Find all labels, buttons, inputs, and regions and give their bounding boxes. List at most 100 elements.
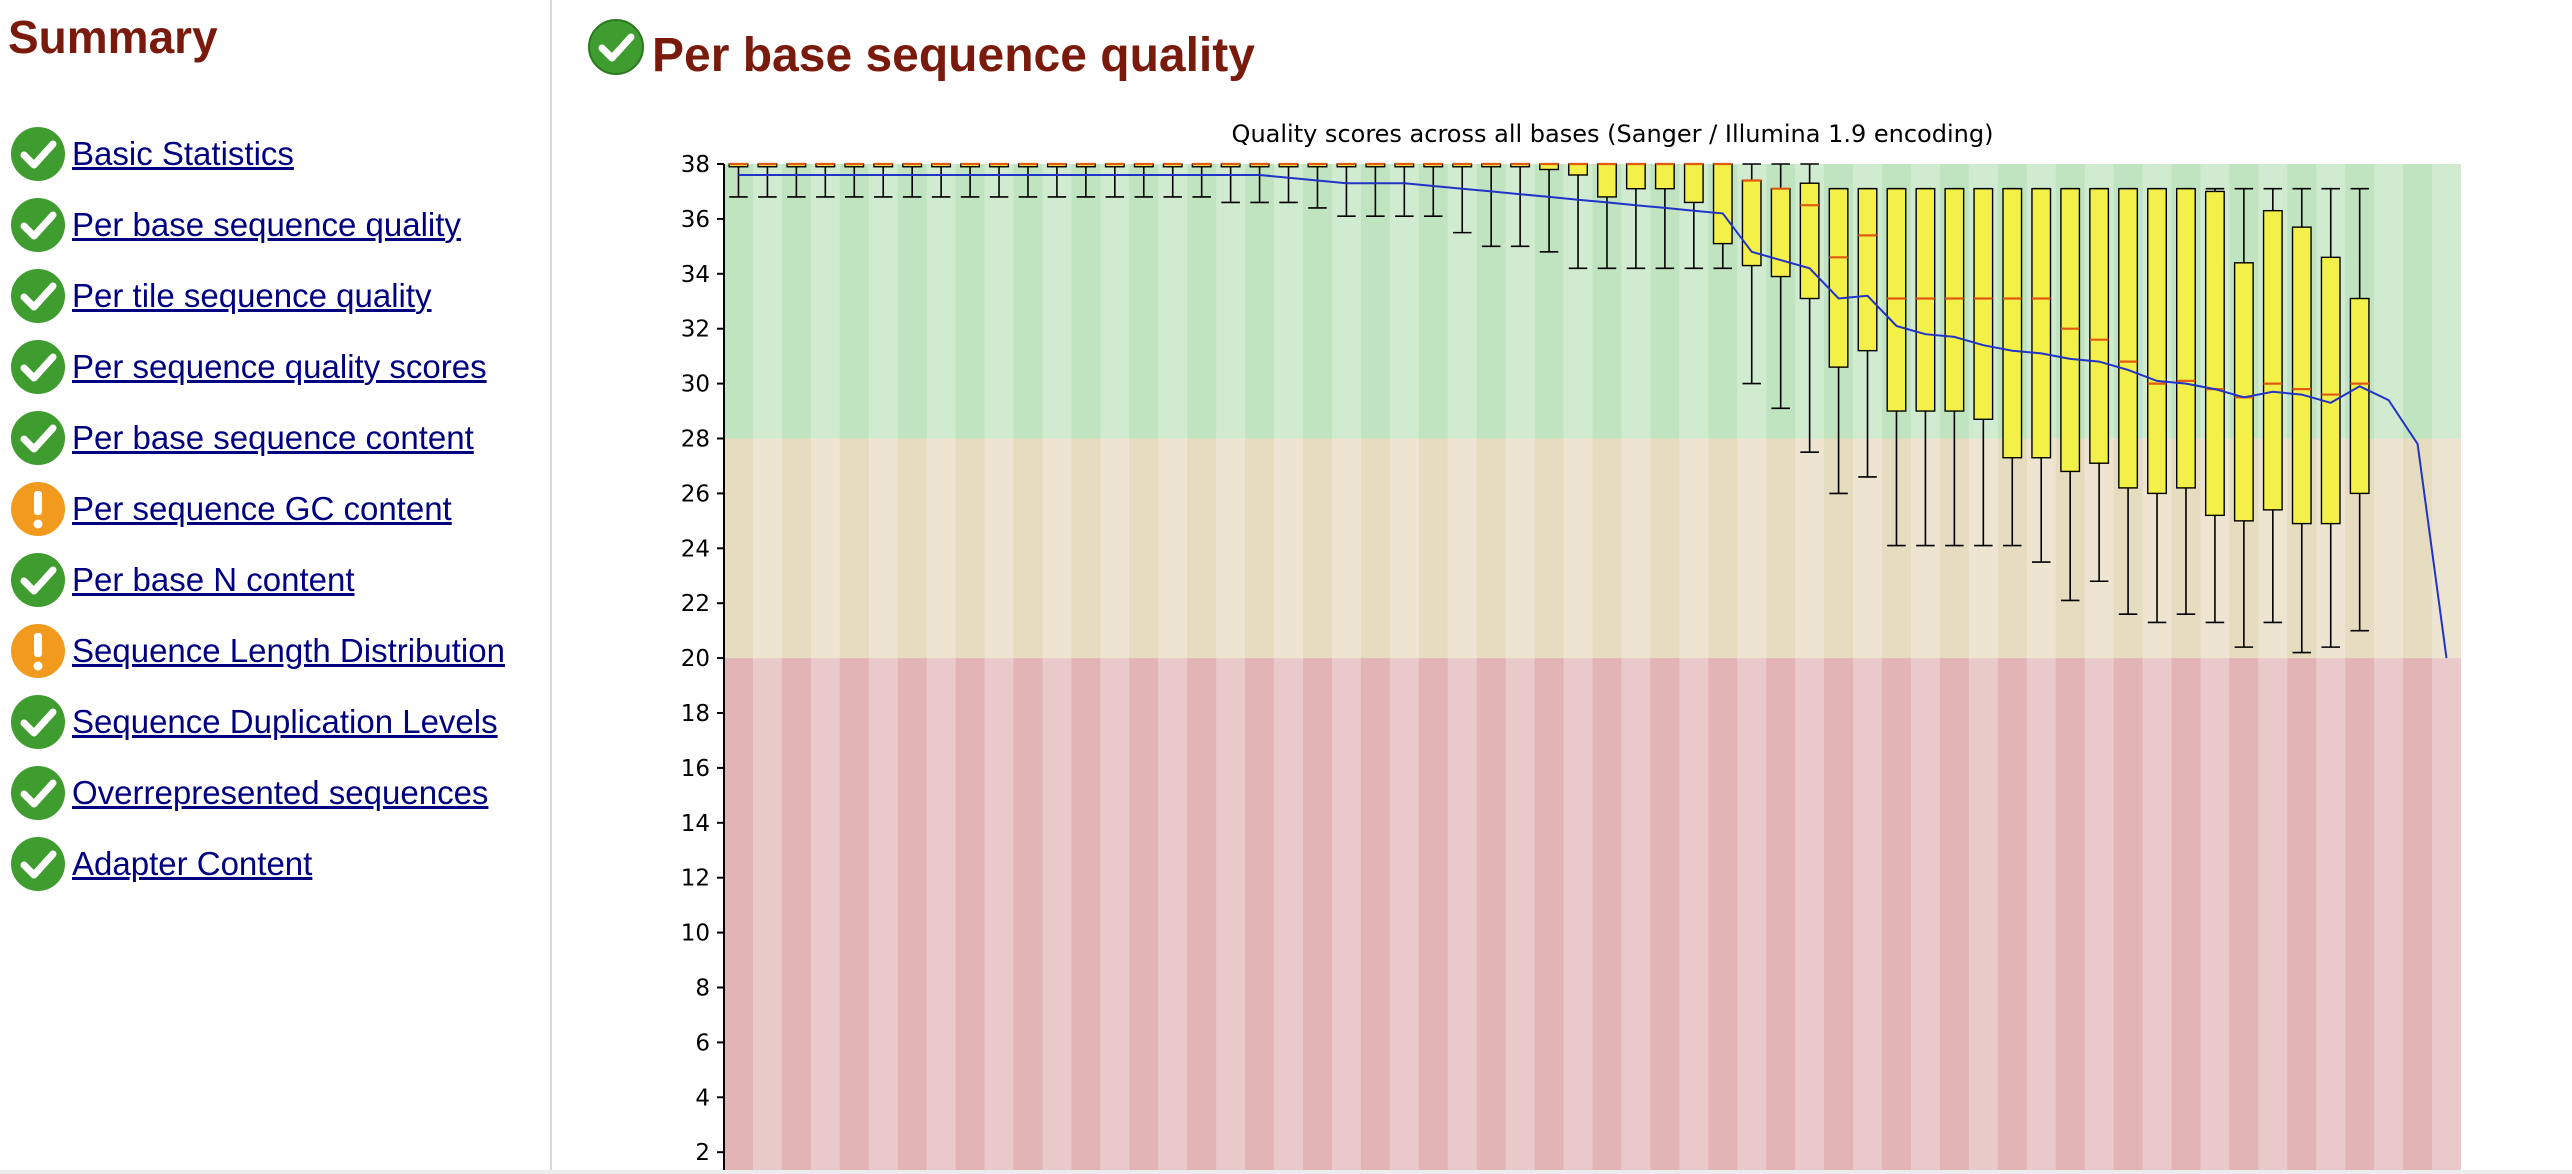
- iqr-box: [1799, 182, 1820, 300]
- y-tick-label: 26: [681, 481, 710, 507]
- iqr-box: [2291, 226, 2312, 525]
- sidebar-item: Per base sequence content: [8, 402, 505, 473]
- check-circle-icon: [11, 197, 65, 252]
- y-tick-label: 6: [695, 1030, 710, 1056]
- check-circle-icon: [11, 339, 65, 394]
- y-tick-label: 24: [681, 536, 710, 562]
- iqr-box: [2176, 188, 2196, 489]
- column-stripe: [1505, 164, 1535, 1174]
- y-tick-label: 28: [681, 427, 710, 453]
- main-content: Per base sequence quality 38 36 34 32 30 28 26…: [552, 0, 2572, 1174]
- iqr-box: [1886, 188, 1907, 412]
- check-circle-icon: [11, 268, 65, 323]
- sidebar-item: Per sequence GC content: [8, 473, 505, 544]
- column-stripe: [1274, 164, 1303, 1174]
- check-circle-icon: [11, 694, 65, 749]
- check-circle-icon: [11, 410, 65, 465]
- y-tick-label: 12: [681, 866, 710, 892]
- y-tick-label: 14: [681, 811, 710, 837]
- y-tick-label: 18: [681, 701, 710, 727]
- sidebar-link[interactable]: Overrepresented sequences: [72, 773, 489, 811]
- warning-icon: [11, 623, 65, 678]
- iqr-box: [2233, 262, 2254, 522]
- sidebar-link[interactable]: Per tile sequence quality: [72, 276, 432, 314]
- sidebar-item: Sequence Duplication Levels: [8, 686, 505, 757]
- iqr-box: [2031, 188, 2052, 459]
- y-tick-label: 8: [695, 976, 710, 1002]
- y-tick-label: 16: [681, 756, 710, 782]
- zone-poor: [724, 658, 2461, 1174]
- warning-icon: [11, 481, 65, 536]
- iqr-box: [1973, 188, 1994, 420]
- column-stripe: [868, 164, 898, 1174]
- sidebar-link[interactable]: Adapter Content: [72, 844, 313, 882]
- iqr-box: [2349, 297, 2370, 495]
- sidebar-item: Basic Statistics: [8, 118, 505, 189]
- iqr-box: [2060, 188, 2081, 473]
- y-tick-label: 34: [681, 262, 710, 288]
- sidebar-link[interactable]: Basic Statistics: [72, 134, 294, 172]
- sidebar-item: Overrepresented sequences: [8, 757, 505, 828]
- iqr-box: [2204, 190, 2225, 517]
- column-stripe: [2374, 164, 2404, 1174]
- iqr-box: [1625, 163, 1646, 190]
- check-circle-icon: [11, 552, 65, 607]
- iqr-box: [2147, 188, 2167, 495]
- mean-line: [738, 174, 2448, 659]
- column-stripe: [810, 164, 840, 1174]
- summary-title: Summary: [8, 11, 218, 63]
- quality-boxplot-chart: 38 36 34 32 30 28 26 24 22 20 18 16 14 12 10 8 6 4 2 Qualit…: [681, 120, 2461, 1174]
- sidebar-link[interactable]: Per sequence GC content: [72, 489, 452, 527]
- column-stripe: [1042, 164, 1072, 1174]
- y-tick-label: 4: [695, 1085, 710, 1111]
- y-tick-label: 32: [681, 317, 710, 343]
- check-circle-icon: [11, 126, 65, 181]
- sidebar-item: Adapter Content: [8, 828, 505, 899]
- column-stripe: [1679, 164, 1709, 1174]
- column-stripe: [2432, 164, 2461, 1174]
- column-stripe: [1331, 164, 1361, 1174]
- iqr-box: [2002, 188, 2023, 459]
- column-stripe: [752, 164, 782, 1174]
- y-tick-label: 36: [681, 207, 710, 233]
- iqr-box: [1683, 163, 1704, 204]
- column-stripe: [1621, 164, 1651, 1174]
- sidebar-link[interactable]: Sequence Length Distribution: [72, 631, 505, 669]
- iqr-box: [1770, 188, 1791, 278]
- check-circle-icon: [11, 836, 65, 891]
- sidebar-link[interactable]: Per base N content: [72, 560, 355, 598]
- y-tick-label: 22: [681, 591, 710, 617]
- y-tick-label: 30: [681, 372, 710, 398]
- sidebar-link[interactable]: Sequence Duplication Levels: [72, 702, 498, 740]
- check-circle-icon: [588, 18, 644, 75]
- column-stripe: [926, 164, 956, 1174]
- column-stripe: [1563, 164, 1593, 1174]
- sidebar: Summary Basic Statistics Per base sequenc…: [0, 0, 552, 1174]
- zone-warning: [724, 438, 2461, 659]
- iqr-box: [2118, 188, 2139, 489]
- column-stripe: [1158, 164, 1188, 1174]
- y-tick-label: 10: [681, 921, 710, 947]
- module-nav-list: Basic Statistics Per base sequence qualit…: [8, 118, 505, 899]
- iqr-box: [1944, 188, 1965, 412]
- chart-title: Quality scores across all bases (Sanger …: [1232, 120, 1994, 148]
- column-stripe: [1389, 164, 1419, 1174]
- y-tick-label: 2: [695, 1140, 710, 1166]
- iqr-box: [1712, 163, 1733, 245]
- y-tick-label: 38: [681, 152, 710, 178]
- module-header: Per base sequence quality: [586, 10, 1255, 83]
- sidebar-item: Per tile sequence quality: [8, 260, 505, 331]
- iqr-box: [1568, 163, 1588, 176]
- sidebar-link[interactable]: Per base sequence quality: [72, 205, 461, 243]
- sidebar-item: Per base sequence quality: [8, 189, 505, 260]
- column-stripe: [1216, 164, 1246, 1174]
- iqr-box: [1857, 188, 1878, 352]
- iqr-box: [1828, 188, 1849, 368]
- y-tick-label: 20: [681, 646, 710, 672]
- check-circle-icon: [11, 765, 65, 820]
- iqr-box: [2262, 209, 2283, 511]
- sidebar-link[interactable]: Per base sequence content: [72, 418, 474, 456]
- sidebar-link[interactable]: Per sequence quality scores: [72, 347, 487, 385]
- bottom-edge: [0, 1170, 2572, 1174]
- column-stripe: [1100, 164, 1130, 1174]
